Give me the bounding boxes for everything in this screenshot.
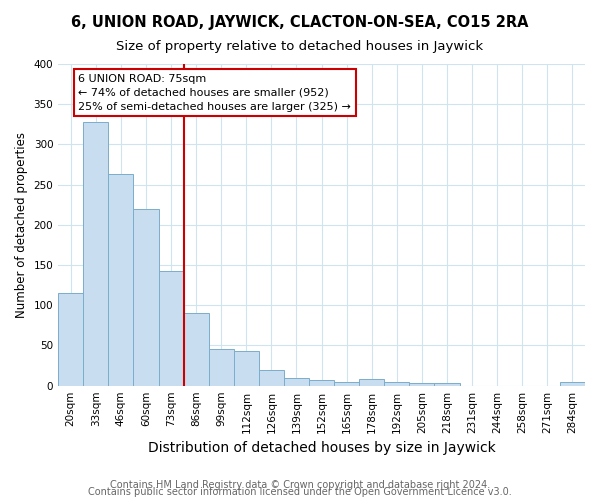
Bar — [359, 379, 385, 386]
Bar — [385, 382, 409, 386]
Bar — [259, 370, 284, 386]
Bar — [184, 314, 209, 386]
Text: Contains public sector information licensed under the Open Government Licence v3: Contains public sector information licen… — [88, 487, 512, 497]
Bar — [109, 174, 133, 386]
Bar — [83, 122, 109, 386]
Bar — [309, 380, 334, 386]
Bar — [334, 382, 359, 386]
Bar — [409, 384, 434, 386]
Text: 6 UNION ROAD: 75sqm
← 74% of detached houses are smaller (952)
25% of semi-detac: 6 UNION ROAD: 75sqm ← 74% of detached ho… — [78, 74, 351, 112]
Text: 6, UNION ROAD, JAYWICK, CLACTON-ON-SEA, CO15 2RA: 6, UNION ROAD, JAYWICK, CLACTON-ON-SEA, … — [71, 15, 529, 30]
Text: Contains HM Land Registry data © Crown copyright and database right 2024.: Contains HM Land Registry data © Crown c… — [110, 480, 490, 490]
Bar — [209, 350, 234, 386]
Text: Size of property relative to detached houses in Jaywick: Size of property relative to detached ho… — [116, 40, 484, 53]
Bar — [560, 382, 585, 386]
Bar — [234, 351, 259, 386]
X-axis label: Distribution of detached houses by size in Jaywick: Distribution of detached houses by size … — [148, 441, 496, 455]
Bar — [133, 209, 158, 386]
Bar — [434, 384, 460, 386]
Bar — [58, 293, 83, 386]
Bar — [284, 378, 309, 386]
Bar — [158, 272, 184, 386]
Y-axis label: Number of detached properties: Number of detached properties — [15, 132, 28, 318]
